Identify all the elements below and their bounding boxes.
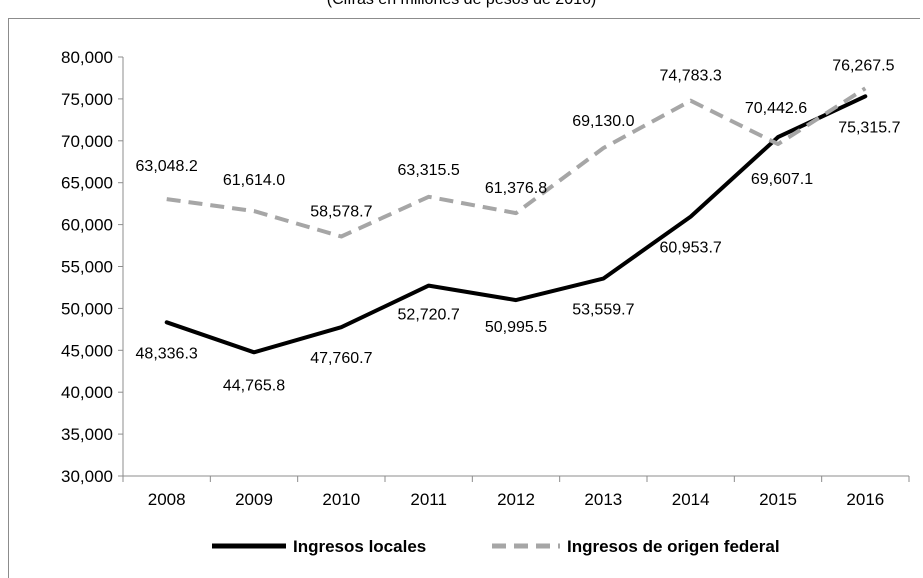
x-tick-label: 2009 bbox=[235, 490, 273, 509]
x-tick-label: 2008 bbox=[148, 490, 186, 509]
y-tick-label: 35,000 bbox=[61, 425, 113, 444]
x-tick-label: 2011 bbox=[410, 490, 447, 509]
x-tick-label: 2010 bbox=[322, 490, 360, 509]
data-label-ingresos-locales: 52,720.7 bbox=[398, 307, 460, 324]
x-tick-label: 2012 bbox=[497, 490, 535, 509]
data-label-ingresos-origen-federal: 76,267.5 bbox=[832, 57, 894, 74]
data-label-ingresos-origen-federal: 58,578.7 bbox=[310, 204, 372, 221]
axes: 30,000 35,000 40,000 45,000 50,000 55,000 60,0… bbox=[61, 48, 910, 509]
data-label-ingresos-locales: 53,559.7 bbox=[572, 302, 634, 319]
chart-subtitle: (Cifras en millones de pesos de 2016) bbox=[0, 0, 923, 9]
data-label-ingresos-origen-federal: 74,783.3 bbox=[660, 68, 722, 85]
y-tick-label: 40,000 bbox=[61, 383, 113, 402]
data-label-ingresos-locales: 48,336.3 bbox=[136, 345, 198, 362]
data-label-ingresos-origen-federal: 61,376.8 bbox=[485, 180, 547, 197]
series-line-ingresos-locales bbox=[164, 94, 868, 355]
y-tick-label: 30,000 bbox=[61, 467, 113, 486]
data-label-ingresos-locales: 50,995.5 bbox=[485, 319, 547, 336]
data-label-ingresos-locales: 47,760.7 bbox=[310, 350, 372, 367]
y-tick-label: 80,000 bbox=[61, 48, 113, 67]
series-line-ingresos-origen-federal bbox=[166, 86, 867, 239]
y-tick-label: 65,000 bbox=[61, 174, 113, 193]
data-label-ingresos-origen-federal: 61,614.0 bbox=[223, 172, 285, 189]
x-tick-label: 2015 bbox=[759, 490, 797, 509]
series-lines bbox=[164, 86, 868, 355]
x-tick-label: 2014 bbox=[672, 490, 710, 509]
line-chart: 30,000 35,000 40,000 45,000 50,000 55,000 60,0… bbox=[61, 48, 910, 556]
data-label-ingresos-origen-federal: 63,048.2 bbox=[136, 158, 198, 175]
data-label-ingresos-origen-federal: 69,607.1 bbox=[751, 171, 813, 188]
chart-frame bbox=[8, 18, 920, 578]
y-tick-label: 45,000 bbox=[61, 341, 113, 360]
y-tick-label: 75,000 bbox=[61, 90, 113, 109]
data-label-ingresos-locales: 44,765.8 bbox=[223, 377, 285, 394]
data-label-ingresos-locales: 75,315.7 bbox=[838, 119, 900, 136]
data-label-ingresos-locales: 60,953.7 bbox=[660, 240, 722, 257]
x-tick-label: 2013 bbox=[584, 490, 622, 509]
y-tick-label: 70,000 bbox=[61, 132, 113, 151]
data-label-ingresos-origen-federal: 63,315.5 bbox=[398, 162, 460, 179]
legend-label-ingresos-origen-federal: Ingresos de origen federal bbox=[567, 537, 780, 556]
y-tick-label: 50,000 bbox=[61, 299, 113, 318]
y-tick-label: 55,000 bbox=[61, 258, 113, 277]
legend: Ingresos locales Ingresos de origen feder… bbox=[212, 537, 780, 556]
legend-label-ingresos-locales: Ingresos locales bbox=[293, 537, 426, 556]
y-tick-label: 60,000 bbox=[61, 216, 113, 235]
data-labels: 48,336.3 44,765.8 47,760.7 52,720.7 50,995.5… bbox=[136, 57, 901, 394]
data-label-ingresos-origen-federal: 69,130.0 bbox=[572, 113, 634, 130]
data-label-ingresos-locales: 70,442.6 bbox=[745, 100, 807, 117]
x-tick-label: 2016 bbox=[846, 490, 884, 509]
